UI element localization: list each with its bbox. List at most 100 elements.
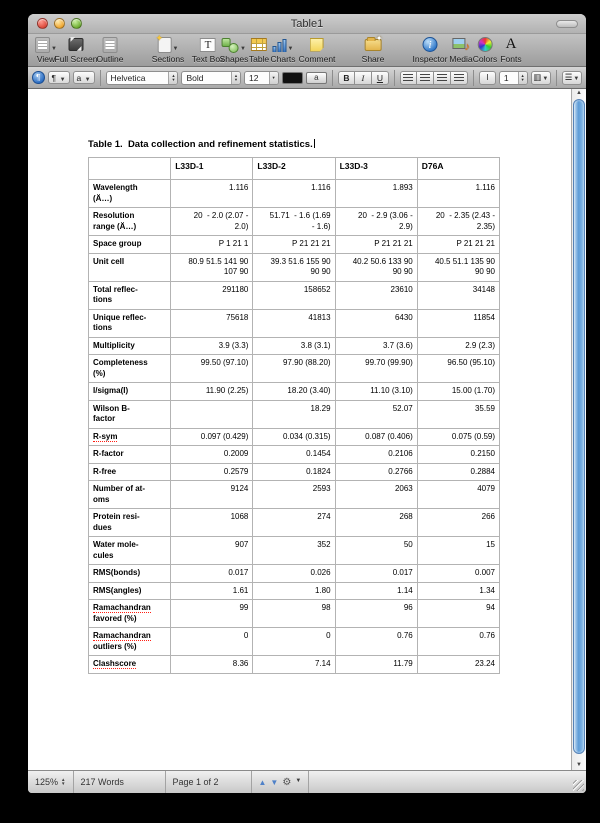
value-cell[interactable]: 907	[170, 536, 254, 565]
line-spacing-button[interactable]: Ι	[478, 70, 496, 85]
italic-button[interactable]: I	[354, 70, 372, 85]
value-cell[interactable]: 3.7 (3.6)	[334, 336, 418, 355]
value-cell[interactable]: 23.24	[416, 655, 501, 674]
row-label[interactable]: RMS(angles)	[87, 581, 172, 600]
row-label[interactable]: Water mole- cules	[87, 536, 172, 565]
value-cell[interactable]: 15.00 (1.70)	[416, 382, 501, 401]
row-label[interactable]: Ramachandran favored (%)	[87, 599, 172, 628]
row-label[interactable]: Multiplicity	[87, 336, 172, 355]
value-cell[interactable]: 1068	[170, 508, 254, 537]
value-cell[interactable]: 18.29	[252, 399, 336, 429]
typeface-select[interactable]: Bold ▲ ▼	[181, 70, 241, 85]
value-cell[interactable]: 11854	[416, 308, 501, 338]
value-cell[interactable]: 97.90 (88.20)	[252, 354, 336, 383]
charts-button[interactable]: ▼ Charts	[270, 35, 296, 64]
value-cell[interactable]: 291180	[170, 280, 254, 310]
value-cell[interactable]: 0.097 (0.429)	[170, 427, 254, 446]
value-cell[interactable]: 1.893	[334, 179, 418, 208]
row-label[interactable]: R-factor	[87, 445, 172, 464]
text-color-well[interactable]	[281, 71, 303, 84]
value-cell[interactable]: 0.2579	[170, 462, 254, 481]
value-cell[interactable]: 0.026	[252, 564, 336, 583]
value-cell[interactable]: 50	[334, 536, 418, 565]
value-cell[interactable]: 8.36	[170, 655, 254, 674]
comment-button[interactable]: Comment	[299, 35, 335, 64]
row-label[interactable]: Number of at- oms	[87, 480, 172, 509]
full-screen-button[interactable]: Full Screen	[55, 35, 98, 64]
paragraph-style-dropdown[interactable]: ¶ ▼	[47, 71, 70, 84]
value-cell[interactable]: 3.8 (3.1)	[252, 336, 336, 355]
value-cell[interactable]: 268	[334, 508, 418, 537]
value-cell[interactable]: 3.9 (3.3)	[170, 336, 254, 355]
columns-button[interactable]: ▥ ▼	[530, 70, 552, 85]
value-cell[interactable]: P 1 21 1	[170, 235, 254, 254]
bold-button[interactable]: B	[337, 70, 355, 85]
row-label[interactable]: Unit cell	[87, 252, 172, 282]
value-cell[interactable]: 98	[252, 599, 336, 628]
value-cell[interactable]: 158652	[252, 280, 336, 310]
zoom-button[interactable]	[71, 18, 82, 29]
sections-button[interactable]: ▼ Sections	[152, 33, 185, 65]
value-cell[interactable]: 0.2884	[416, 462, 501, 481]
view-button[interactable]: ▼ View	[35, 35, 57, 64]
row-label[interactable]: RMS(bonds)	[87, 564, 172, 583]
value-cell[interactable]: 94	[416, 599, 501, 628]
value-cell[interactable]: 266	[416, 508, 501, 537]
highlight-color-well[interactable]: a	[305, 71, 327, 84]
row-label[interactable]: Space group	[87, 235, 172, 254]
value-cell[interactable]: 1.61	[170, 581, 254, 600]
value-cell[interactable]	[170, 399, 254, 429]
value-cell[interactable]: 0.2766	[334, 462, 418, 481]
underline-button[interactable]: U	[371, 70, 389, 85]
row-label[interactable]: Wilson B- factor	[87, 399, 172, 429]
value-cell[interactable]: 352	[252, 536, 336, 565]
value-cell[interactable]: 2063	[334, 480, 418, 509]
share-button[interactable]: Share	[362, 34, 385, 65]
column-header[interactable]: L33D-3	[334, 157, 418, 180]
value-cell[interactable]: 1.116	[252, 179, 336, 208]
value-cell[interactable]: 80.9 51.5 141 90 107 90	[170, 252, 254, 282]
value-cell[interactable]: 41813	[252, 308, 336, 338]
colors-button[interactable]: Colors	[473, 35, 497, 64]
align-left-button[interactable]	[399, 70, 417, 85]
row-label[interactable]: Completeness (%)	[87, 354, 172, 383]
page[interactable]: Table 1. Data collection and refinement …	[28, 89, 571, 770]
value-cell[interactable]: 20 - 2.0 (2.07 - 2.0)	[170, 207, 254, 236]
value-cell[interactable]: 20 - 2.35 (2.43 - 2.35)	[416, 207, 501, 236]
value-cell[interactable]: 99	[170, 599, 254, 628]
value-cell[interactable]: 99.70 (99.90)	[334, 354, 418, 383]
column-header[interactable]: D76A	[416, 157, 501, 180]
value-cell[interactable]: 0	[252, 627, 336, 656]
scroll-down-icon[interactable]: ▼	[576, 762, 582, 768]
value-cell[interactable]: 2.9 (2.3)	[416, 336, 501, 355]
value-cell[interactable]: 99.50 (97.10)	[170, 354, 254, 383]
value-cell[interactable]: 75618	[170, 308, 254, 338]
table-button[interactable]: Table	[249, 35, 269, 64]
paragraph-styles-icon[interactable]: ¶	[32, 71, 45, 84]
value-cell[interactable]: 34148	[416, 280, 501, 310]
value-cell[interactable]: 11.10 (3.10)	[334, 382, 418, 401]
value-cell[interactable]: P 21 21 21	[416, 235, 501, 254]
align-justify-button[interactable]	[450, 70, 468, 85]
value-cell[interactable]: 0.76	[416, 627, 501, 656]
value-cell[interactable]: 52.07	[334, 399, 418, 429]
value-cell[interactable]: 9124	[170, 480, 254, 509]
value-cell[interactable]: P 21 21 21	[334, 235, 418, 254]
resize-grip[interactable]	[573, 780, 584, 791]
scroll-up-icon[interactable]: ▲	[576, 90, 582, 96]
inspector-button[interactable]: i Inspector	[412, 37, 448, 64]
value-cell[interactable]: 39.3 51.6 155 90 90 90	[252, 252, 336, 282]
value-cell[interactable]: 0.2106	[334, 445, 418, 464]
align-center-button[interactable]	[416, 70, 434, 85]
column-header[interactable]: L33D-1	[170, 157, 254, 180]
value-cell[interactable]: 0.2150	[416, 445, 501, 464]
value-cell[interactable]: 0.007	[416, 564, 501, 583]
character-style-dropdown[interactable]: a ▼	[72, 71, 95, 84]
value-cell[interactable]: 0.017	[170, 564, 254, 583]
row-label[interactable]: I/sigma(I)	[87, 382, 172, 401]
vertical-scrollbar[interactable]: ▲ ▼	[571, 89, 586, 770]
align-right-button[interactable]	[433, 70, 451, 85]
value-cell[interactable]: 0.087 (0.406)	[334, 427, 418, 446]
fonts-button[interactable]: A Fonts	[500, 36, 522, 65]
value-cell[interactable]: 40.5 51.1 135 90 90 90	[416, 252, 501, 282]
